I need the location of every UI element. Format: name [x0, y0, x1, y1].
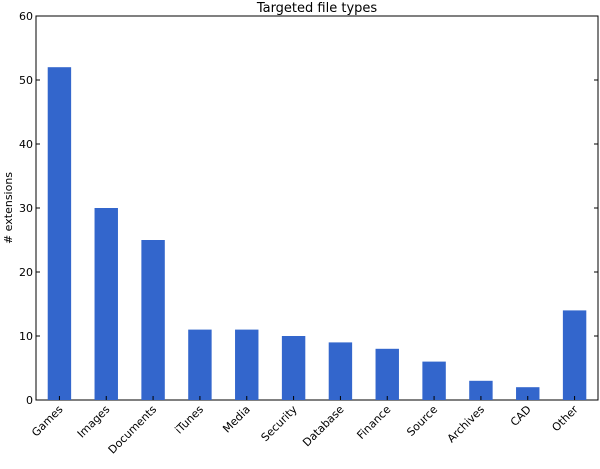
bar-itunes — [188, 329, 212, 400]
chart-title: Targeted file types — [256, 1, 378, 16]
x-tick-label: Other — [549, 403, 581, 435]
y-tick-label: 60 — [19, 10, 33, 23]
bar-games — [47, 67, 72, 400]
x-tick-label: Games — [29, 403, 66, 440]
x-tick-label: Security — [259, 403, 300, 444]
plot-area — [35, 15, 599, 401]
bar-database — [328, 342, 353, 400]
x-tick-label: Archives — [445, 403, 488, 446]
bar-media — [235, 329, 259, 400]
bar-images — [94, 208, 118, 400]
y-tick-label: 20 — [19, 266, 33, 279]
bar-cad — [516, 387, 540, 400]
bar-archives — [469, 380, 493, 400]
y-axis: 0 10 20 30 40 50 60 — [19, 10, 598, 407]
x-tick-label: Documents — [106, 403, 160, 457]
bar-finance — [375, 348, 399, 400]
x-tick-label: Database — [300, 403, 346, 449]
bar-documents — [141, 240, 165, 400]
y-tick-label: 50 — [19, 74, 33, 87]
x-tick-label: iTunes — [172, 403, 206, 437]
bar-source — [422, 361, 446, 400]
bar-security — [281, 336, 306, 400]
y-tick-label: 30 — [19, 202, 33, 215]
bar-other — [562, 310, 587, 400]
x-tick-label: Source — [404, 403, 440, 439]
bar-series — [47, 67, 587, 400]
x-tick-label: Media — [220, 403, 253, 436]
y-tick-label: 40 — [19, 138, 33, 151]
x-tick-label: Finance — [354, 403, 393, 442]
y-tick-label: 0 — [26, 394, 33, 407]
x-tick-label: Images — [75, 403, 113, 441]
y-axis-label: # extensions — [2, 172, 15, 244]
x-tick-label: CAD — [508, 403, 534, 429]
y-tick-label: 10 — [19, 330, 33, 343]
